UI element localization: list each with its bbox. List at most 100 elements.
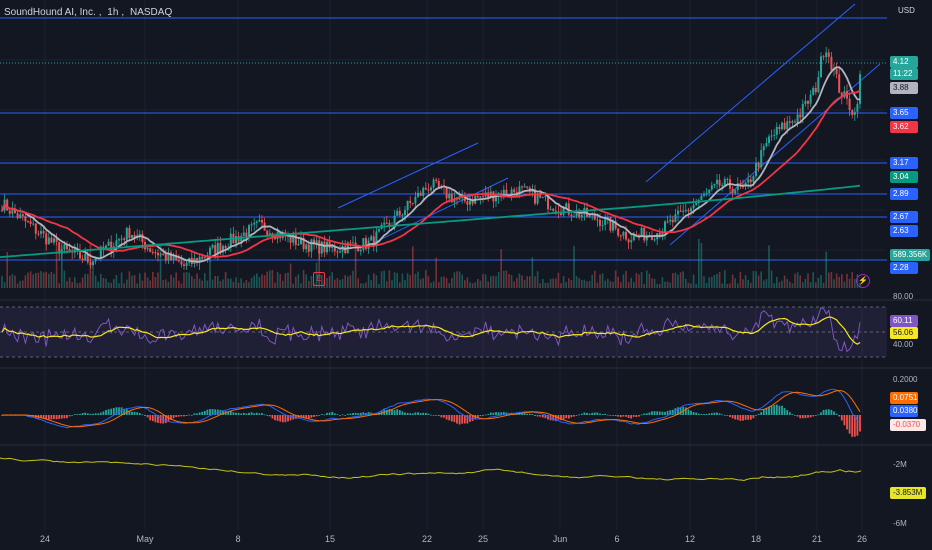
candle-body	[669, 219, 672, 222]
volume-bar	[92, 270, 94, 288]
volume-bar	[648, 273, 651, 288]
volume-bar	[232, 281, 235, 288]
macd-histogram-bar	[346, 413, 349, 415]
volume-bar	[783, 275, 786, 288]
macd-histogram-bar	[703, 414, 705, 415]
candle-body	[383, 222, 386, 225]
candle-body	[604, 218, 607, 225]
macd-histogram-bar	[622, 415, 625, 417]
candle-body	[435, 179, 438, 182]
macd-histogram-bar	[209, 409, 211, 415]
candle-body	[242, 232, 245, 236]
macd-histogram-bar	[206, 409, 209, 415]
candle-body	[755, 162, 757, 177]
candle-body	[167, 252, 170, 261]
candle-body	[710, 185, 713, 190]
volume-bar	[261, 274, 263, 288]
candle-body	[682, 210, 685, 212]
volume-bar	[399, 282, 401, 288]
macd-histogram-bar	[687, 409, 690, 415]
volume-bar	[672, 273, 674, 288]
volume-bar	[287, 272, 289, 288]
macd-histogram-bar	[79, 413, 81, 415]
volume-bar	[513, 281, 515, 288]
volume-bar	[542, 278, 544, 288]
volume-bar	[679, 272, 682, 288]
volume-bar	[152, 271, 154, 288]
macd-histogram-bar	[762, 409, 765, 415]
volume-bar	[669, 282, 671, 288]
macd-histogram-bar	[404, 412, 406, 415]
volume-bar	[854, 278, 856, 288]
macd-histogram-bar	[42, 415, 45, 419]
macd-histogram-bar	[799, 415, 802, 419]
volume-bar	[521, 275, 523, 288]
lightning-icon[interactable]: ⚡	[856, 274, 870, 288]
macd-histogram-bar	[86, 413, 89, 415]
currency-label[interactable]: USD	[898, 6, 915, 15]
candle-body	[14, 208, 16, 214]
candle-body	[219, 242, 222, 253]
candle-body	[684, 210, 687, 212]
volume-bar	[700, 243, 703, 288]
volume-bar	[204, 273, 206, 288]
macd-histogram-bar	[398, 410, 401, 415]
volume-bar	[16, 283, 19, 288]
candle-body	[352, 242, 354, 244]
candle-body	[149, 248, 152, 253]
macd-histogram-bar	[175, 415, 178, 418]
candle-body	[24, 216, 27, 222]
macd-histogram-bar	[669, 410, 672, 415]
volume-bar	[721, 283, 723, 288]
rsi-value-badge: 60.11	[890, 315, 918, 327]
volume-bar	[456, 271, 458, 288]
volume-bar	[461, 274, 463, 288]
macd-histogram-bar	[242, 412, 245, 415]
candle-body	[523, 186, 526, 188]
volume-bar	[22, 280, 24, 288]
macd-histogram-bar	[534, 415, 536, 417]
volume-bar	[6, 252, 8, 288]
candle-body	[1, 210, 3, 212]
candle-body	[544, 195, 547, 198]
volume-bar	[750, 282, 752, 288]
macd-histogram-bar	[336, 414, 339, 415]
volume-bar	[464, 280, 466, 288]
volume-bar	[451, 277, 453, 288]
macd-histogram-bar	[357, 413, 360, 415]
macd-histogram-bar	[773, 405, 776, 415]
macd-histogram-bar	[630, 415, 633, 419]
volume-bar	[115, 275, 118, 288]
volume-bar	[245, 280, 248, 288]
candle-body	[292, 234, 295, 243]
macd-histogram-bar	[443, 415, 445, 418]
candle-body	[430, 187, 432, 191]
candle-body	[674, 214, 677, 223]
candle-body	[458, 197, 461, 200]
volume-bar	[448, 283, 450, 288]
candle-body	[222, 246, 224, 253]
volume-bar	[409, 275, 411, 288]
volume-bar	[243, 282, 245, 288]
macd-histogram-bar	[456, 415, 458, 424]
candle-body	[89, 262, 92, 266]
macd-histogram-bar	[110, 408, 113, 415]
interval-label[interactable]: 1h	[107, 7, 119, 18]
price-badge-lvl317: 3.17	[890, 157, 918, 169]
macd-histogram-bar	[721, 414, 724, 416]
volume-bar	[588, 280, 591, 288]
candle-body	[229, 233, 232, 248]
macd-histogram-bar	[838, 415, 841, 417]
volume-bar	[419, 279, 422, 288]
candle-body	[562, 207, 565, 216]
candle-body	[328, 241, 331, 248]
macd-histogram-bar	[294, 415, 297, 419]
candle-body	[131, 234, 133, 239]
volume-bar	[516, 277, 518, 288]
volume-bar	[802, 282, 804, 288]
candle-body	[261, 220, 263, 223]
candle-body	[853, 111, 856, 115]
candle-body	[573, 216, 575, 218]
earnings-icon[interactable]: E	[313, 272, 325, 286]
